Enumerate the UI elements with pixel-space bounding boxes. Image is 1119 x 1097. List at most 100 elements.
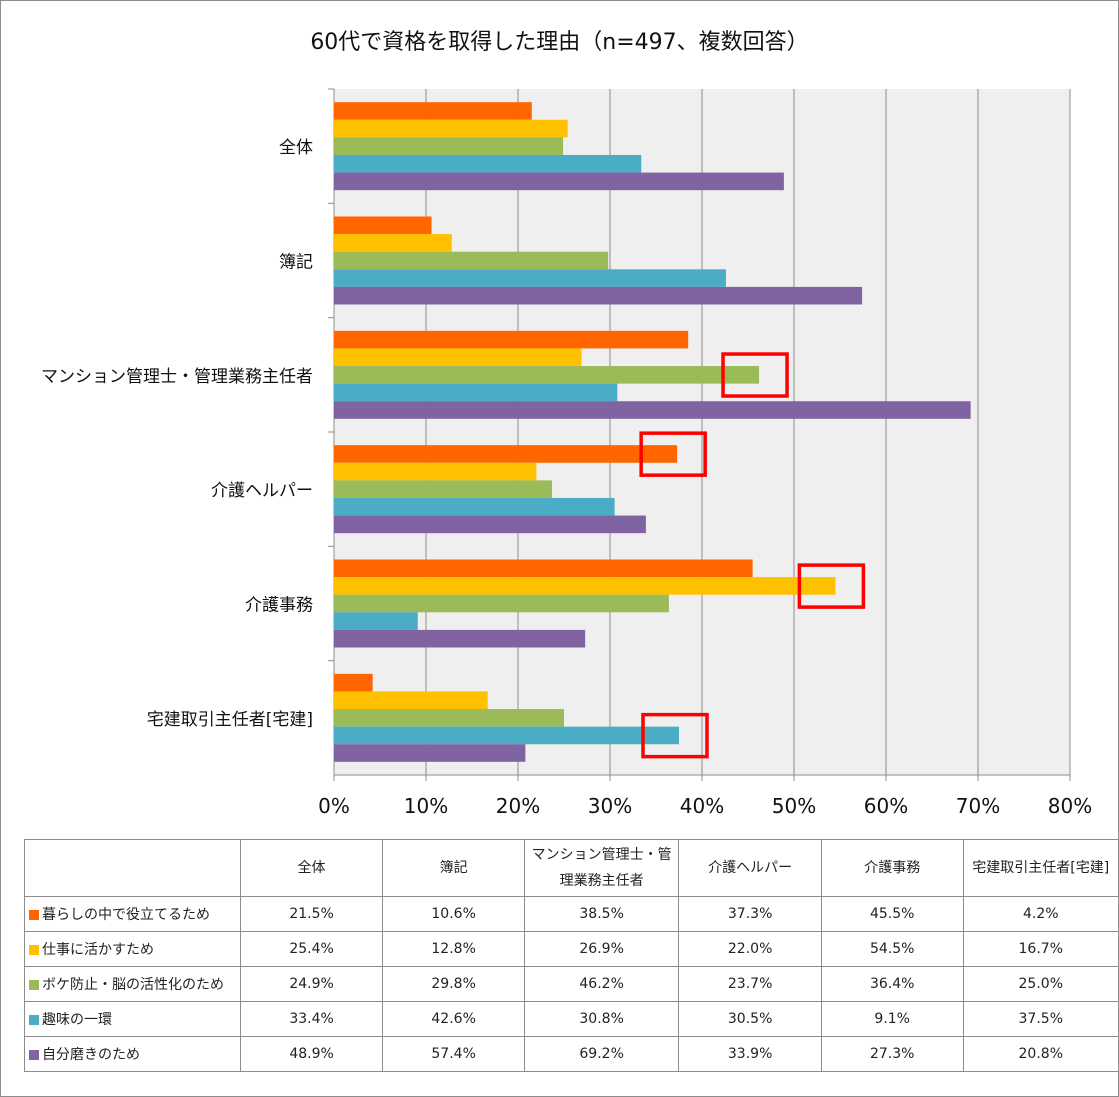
table-cell: 45.5% — [820, 896, 964, 932]
bar — [334, 559, 753, 578]
table-cell: 42.6% — [382, 1001, 525, 1037]
bar — [334, 445, 678, 463]
table-cell: 38.5% — [523, 896, 680, 932]
bar — [334, 577, 836, 595]
table-cell: 33.4% — [239, 1001, 384, 1037]
table-cell: 33.9% — [678, 1036, 822, 1072]
table-cell: 48.9% — [239, 1036, 384, 1072]
table-row: 趣味の一環 33.4% 42.6% 30.8% 30.5% 9.1% 37.5% — [24, 1001, 1119, 1037]
bar — [334, 480, 553, 498]
x-tick-label: 60% — [864, 794, 908, 818]
table-cell: 29.8% — [382, 966, 525, 1002]
table-column-header: マンション管理士・管理業務主任者 — [523, 839, 680, 897]
bar — [334, 269, 726, 287]
category-label: マンション管理士・管理業務主任者 — [41, 367, 313, 387]
bar — [334, 102, 532, 120]
x-tick-label: 30% — [588, 794, 632, 818]
category-label: 介護ヘルパー — [211, 481, 313, 501]
bar — [334, 383, 618, 402]
table-corner — [24, 839, 241, 897]
table-cell: 54.5% — [820, 931, 964, 967]
bar — [334, 154, 642, 173]
x-tick-label: 10% — [404, 794, 448, 818]
bar — [334, 497, 615, 516]
table-cell: 69.2% — [523, 1036, 680, 1072]
legend-swatch-icon — [29, 1015, 39, 1025]
x-tick-label: 40% — [680, 794, 724, 818]
x-tick-label: 20% — [496, 794, 540, 818]
legend-swatch-icon — [29, 1050, 39, 1060]
bar — [334, 612, 418, 630]
table-row: 自分磨きのため 48.9% 57.4% 69.2% 33.9% 27.3% 20.8% — [24, 1036, 1119, 1072]
highlight-box — [721, 352, 789, 398]
x-tick-label: 50% — [772, 794, 816, 818]
bar — [334, 216, 432, 235]
table-cell: 37.5% — [962, 1001, 1119, 1037]
table-cell: 36.4% — [820, 966, 964, 1002]
table-cell: 20.8% — [962, 1036, 1119, 1072]
table-cell: 16.7% — [962, 931, 1119, 967]
table-cell: 9.1% — [820, 1001, 964, 1037]
bar — [334, 119, 568, 138]
bar — [334, 401, 971, 419]
bar — [334, 286, 863, 305]
table-column-header: 宅建取引主任者[宅建] — [962, 839, 1119, 897]
category-label: 全体 — [279, 138, 313, 158]
chart-title: 60代で資格を取得した理由（n=497、複数回答） — [310, 30, 809, 55]
bar — [334, 330, 689, 349]
bar — [334, 366, 760, 384]
bar — [334, 709, 564, 727]
series-legend-label: 仕事に活かすため — [24, 931, 241, 967]
highlight-box — [639, 431, 707, 477]
bar — [334, 594, 669, 613]
bar — [334, 462, 537, 481]
series-legend-label: 趣味の一環 — [24, 1001, 241, 1037]
highlight-box — [641, 712, 709, 759]
table-cell: 26.9% — [523, 931, 680, 967]
table-cell: 25.0% — [962, 966, 1119, 1002]
category-label: 宅建取引主任者[宅建] — [147, 710, 313, 730]
bar — [334, 673, 373, 692]
bar — [334, 744, 526, 762]
table-cell: 27.3% — [820, 1036, 964, 1072]
bar — [334, 629, 586, 648]
table-cell: 30.8% — [523, 1001, 680, 1037]
bar — [334, 515, 646, 534]
x-tick-label: 70% — [956, 794, 1000, 818]
table-cell: 30.5% — [678, 1001, 822, 1037]
legend-swatch-icon — [29, 910, 39, 920]
table-cell: 23.7% — [678, 966, 822, 1002]
table-cell: 24.9% — [239, 966, 384, 1002]
table-cell: 57.4% — [382, 1036, 525, 1072]
table-cell: 46.2% — [523, 966, 680, 1002]
category-label: 簿記 — [279, 253, 313, 273]
legend-swatch-icon — [29, 980, 39, 990]
table-cell: 10.6% — [382, 896, 525, 932]
bar — [334, 726, 679, 745]
series-legend-label: 暮らしの中で役立てるため — [24, 896, 241, 932]
table-cell: 4.2% — [962, 896, 1119, 932]
table-cell: 21.5% — [239, 896, 384, 932]
series-legend-label: 自分磨きのため — [24, 1036, 241, 1072]
table-cell: 22.0% — [678, 931, 822, 967]
table-column-header: 介護事務 — [820, 839, 964, 897]
bar-chart: 0% 10% 20% 30% 40% 50% 60% 70% 80% 全体簿記マンション管理士・管… — [41, 88, 1092, 818]
table-cell: 37.3% — [678, 896, 822, 932]
data-table: 全体 簿記 マンション管理士・管理業務主任者 介護ヘルパー 介護事務 宅建取引主任者[宅建… — [24, 839, 1119, 1072]
bar — [334, 137, 564, 155]
highlight-box — [797, 563, 866, 609]
table-cell: 12.8% — [382, 931, 525, 967]
legend-swatch-icon — [29, 945, 39, 955]
x-tick-label: 0% — [318, 794, 350, 818]
bar — [334, 234, 452, 252]
bar — [334, 348, 582, 367]
category-label: 介護事務 — [245, 596, 313, 616]
x-tick-label: 80% — [1048, 794, 1092, 818]
table-column-header: 全体 — [239, 839, 384, 897]
table-row: ボケ防止・脳の活性化のため 24.9% 29.8% 46.2% 23.7% 36.4% 25… — [24, 966, 1119, 1002]
table-column-header: 介護ヘルパー — [678, 839, 822, 897]
table-column-header: 簿記 — [382, 839, 525, 897]
table-row: 暮らしの中で役立てるため 21.5% 10.6% 38.5% 37.3% 45.5% 4.2… — [24, 896, 1119, 932]
table-row: 仕事に活かすため 25.4% 12.8% 26.9% 22.0% 54.5% 16.7% — [24, 931, 1119, 967]
table-cell: 25.4% — [239, 931, 384, 967]
